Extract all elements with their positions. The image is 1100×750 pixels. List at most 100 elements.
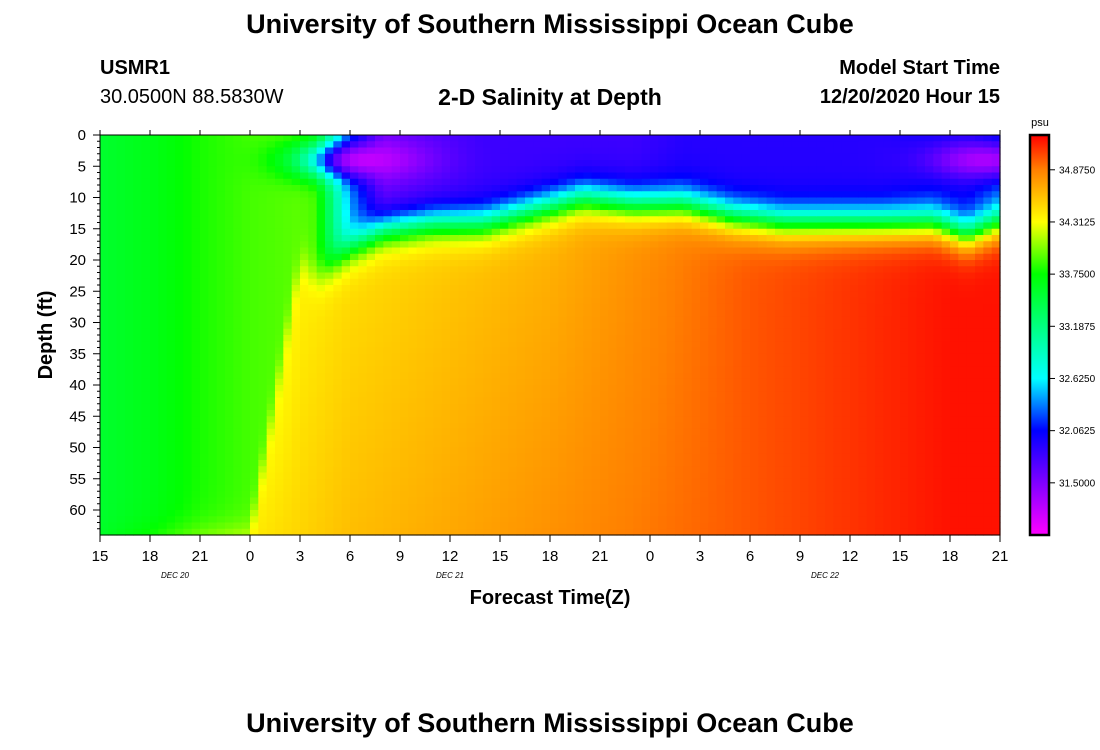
heatmap-cell xyxy=(458,272,468,280)
heatmap-cell xyxy=(225,416,234,424)
heatmap-cell xyxy=(566,391,576,399)
heatmap-cell xyxy=(100,360,109,367)
heatmap-cell xyxy=(616,266,626,274)
heatmap-cell xyxy=(183,397,193,405)
heatmap-cell xyxy=(416,460,426,467)
heatmap-cell xyxy=(200,416,209,424)
heatmap-cell xyxy=(575,141,584,149)
heatmap-cell xyxy=(408,403,418,411)
heatmap-cell xyxy=(241,528,251,536)
heatmap-cell xyxy=(100,341,109,349)
heatmap-cell xyxy=(366,316,376,324)
heatmap-cell xyxy=(325,378,334,386)
heatmap-cell xyxy=(575,497,584,505)
heatmap-cell xyxy=(241,185,251,192)
heatmap-cell xyxy=(541,160,551,167)
heatmap-cell xyxy=(458,328,468,336)
heatmap-cell xyxy=(583,285,593,292)
heatmap-cell xyxy=(191,472,201,480)
heatmap-cell xyxy=(275,460,284,467)
heatmap-cell xyxy=(541,216,551,224)
heatmap-cell xyxy=(341,491,351,499)
heatmap-cell xyxy=(200,516,209,524)
heatmap-cell xyxy=(341,266,351,274)
heatmap-cell xyxy=(350,491,359,499)
heatmap-cell xyxy=(258,416,268,424)
heatmap-cell xyxy=(625,316,634,324)
heatmap-cell xyxy=(141,241,151,249)
heatmap-cell xyxy=(400,166,409,174)
heatmap-cell xyxy=(458,310,468,317)
heatmap-cell xyxy=(558,472,568,480)
heatmap-cell xyxy=(408,253,418,261)
heatmap-cell xyxy=(300,341,309,349)
heatmap-cell xyxy=(475,297,484,305)
heatmap-cell xyxy=(125,191,134,199)
heatmap-cell xyxy=(650,216,659,224)
heatmap-cell xyxy=(608,416,618,424)
heatmap-cell xyxy=(233,147,243,155)
heatmap-cell xyxy=(325,410,334,417)
heatmap-cell xyxy=(475,366,484,374)
heatmap-cell xyxy=(350,260,359,267)
heatmap-cell xyxy=(283,422,293,430)
heatmap-cell xyxy=(300,335,309,342)
heatmap-cell xyxy=(383,160,393,167)
heatmap-cell xyxy=(641,316,651,324)
heatmap-cell xyxy=(375,366,384,374)
heatmap-cell xyxy=(550,397,559,405)
heatmap-cell xyxy=(350,203,359,211)
heatmap-cell xyxy=(741,160,751,167)
heatmap-cell xyxy=(416,491,426,499)
heatmap-cell xyxy=(533,285,543,292)
heatmap-cell xyxy=(183,466,193,474)
heatmap-cell xyxy=(258,235,268,242)
heatmap-cell xyxy=(150,447,159,455)
heatmap-cell xyxy=(108,210,118,217)
heatmap-cell xyxy=(258,391,268,399)
heatmap-cell xyxy=(450,353,459,361)
heatmap-cell xyxy=(450,222,459,230)
heatmap-cell xyxy=(350,510,359,517)
heatmap-cell xyxy=(291,410,301,417)
heatmap-cell xyxy=(633,210,643,217)
heatmap-cell xyxy=(191,203,201,211)
heatmap-cell xyxy=(266,285,276,292)
heatmap-cell xyxy=(350,397,359,405)
heatmap-cell xyxy=(683,135,693,142)
heatmap-cell xyxy=(533,347,543,355)
heatmap-cell xyxy=(683,522,693,530)
heatmap-cell xyxy=(283,385,293,392)
heatmap-cell xyxy=(283,353,293,361)
heatmap-cell xyxy=(483,160,493,167)
heatmap-cell xyxy=(550,185,559,192)
heatmap-cell xyxy=(625,303,634,311)
heatmap-cell xyxy=(208,166,218,174)
heatmap-cell xyxy=(141,360,151,367)
heatmap-cell xyxy=(366,135,376,142)
heatmap-cell xyxy=(233,153,243,161)
heatmap-cell xyxy=(325,435,334,442)
heatmap-cell xyxy=(541,266,551,274)
heatmap-cell xyxy=(616,147,626,155)
heatmap-cell xyxy=(616,185,626,192)
heatmap-cell xyxy=(275,210,284,217)
heatmap-cell xyxy=(566,510,576,517)
heatmap-cell xyxy=(283,528,293,536)
heatmap-cell xyxy=(233,366,243,374)
heatmap-cell xyxy=(375,422,384,430)
heatmap-cell xyxy=(208,397,218,405)
heatmap-cell xyxy=(658,341,668,349)
heatmap-cell xyxy=(308,272,318,280)
heatmap-cell xyxy=(216,210,226,217)
heatmap-cell xyxy=(700,353,709,361)
heatmap-cell xyxy=(350,335,359,342)
heatmap-cell xyxy=(458,241,468,249)
heatmap-cell xyxy=(358,228,368,236)
heatmap-cell xyxy=(516,510,526,517)
heatmap-cell xyxy=(341,522,351,530)
heatmap-cell xyxy=(341,335,351,342)
heatmap-cell xyxy=(633,528,643,536)
heatmap-cell xyxy=(616,528,626,536)
heatmap-cell xyxy=(541,241,551,249)
